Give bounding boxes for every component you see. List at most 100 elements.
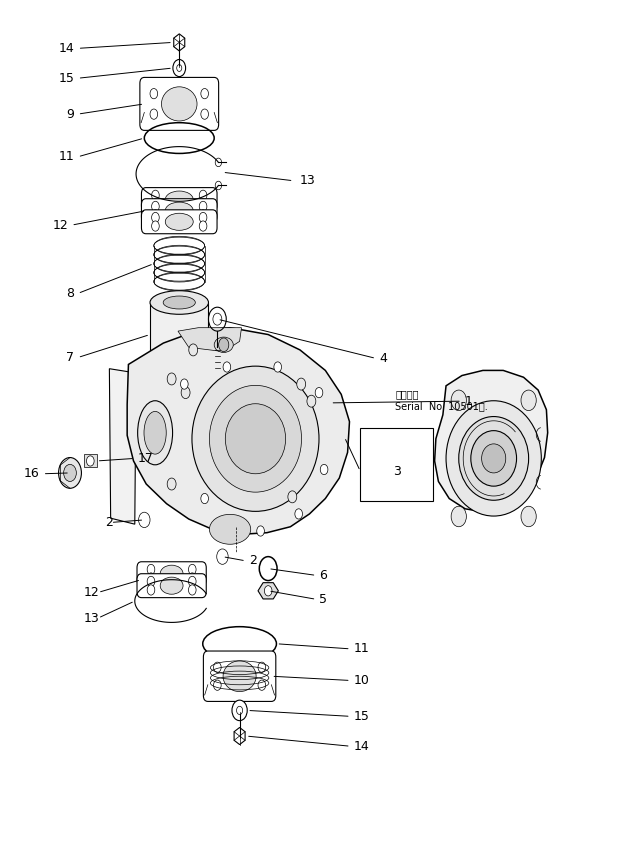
Polygon shape (174, 33, 185, 51)
Ellipse shape (150, 291, 209, 315)
Circle shape (138, 512, 150, 528)
Ellipse shape (160, 577, 183, 594)
Polygon shape (258, 583, 278, 599)
Ellipse shape (471, 430, 517, 486)
Circle shape (215, 181, 221, 189)
Text: 1: 1 (465, 395, 473, 408)
Circle shape (167, 373, 176, 385)
Circle shape (214, 680, 221, 691)
FancyBboxPatch shape (137, 573, 206, 597)
Circle shape (64, 464, 77, 482)
Circle shape (258, 680, 265, 691)
Circle shape (188, 572, 196, 583)
Circle shape (177, 64, 182, 71)
Circle shape (237, 706, 242, 715)
Circle shape (147, 572, 155, 583)
FancyBboxPatch shape (142, 210, 217, 234)
Text: 4: 4 (380, 352, 387, 365)
Ellipse shape (165, 202, 193, 219)
Ellipse shape (165, 191, 193, 208)
Text: 13: 13 (300, 174, 316, 188)
Text: 7: 7 (66, 351, 75, 364)
Circle shape (199, 190, 207, 201)
Ellipse shape (165, 213, 193, 231)
Circle shape (152, 199, 160, 209)
Circle shape (264, 585, 272, 596)
Circle shape (167, 478, 176, 490)
Circle shape (87, 456, 94, 466)
Text: 10: 10 (354, 674, 370, 687)
Ellipse shape (446, 401, 541, 516)
Text: 13: 13 (84, 612, 100, 625)
Circle shape (201, 109, 209, 119)
Ellipse shape (225, 404, 286, 474)
Ellipse shape (192, 366, 319, 512)
Polygon shape (178, 327, 242, 351)
Circle shape (307, 395, 316, 407)
Circle shape (199, 221, 207, 231)
FancyBboxPatch shape (140, 77, 219, 130)
Ellipse shape (160, 565, 183, 582)
Circle shape (189, 344, 198, 356)
Circle shape (288, 491, 297, 503)
Ellipse shape (459, 417, 529, 500)
Bar (84, 454, 97, 467)
Text: 17: 17 (138, 452, 154, 464)
Bar (360, 428, 433, 501)
Circle shape (223, 362, 231, 372)
Circle shape (150, 88, 158, 99)
Text: 14: 14 (59, 42, 75, 55)
Text: 2: 2 (249, 554, 257, 567)
Circle shape (152, 221, 160, 231)
Circle shape (199, 210, 207, 220)
Circle shape (147, 576, 155, 586)
Text: 15: 15 (59, 72, 75, 85)
Circle shape (451, 390, 466, 411)
Circle shape (214, 662, 221, 673)
Text: 2: 2 (105, 516, 112, 529)
Text: 8: 8 (66, 287, 75, 300)
Circle shape (232, 700, 247, 721)
Circle shape (152, 201, 160, 212)
Circle shape (201, 88, 209, 99)
Circle shape (201, 494, 209, 504)
Text: 9: 9 (66, 108, 75, 121)
Circle shape (147, 564, 155, 574)
Text: 14: 14 (354, 740, 369, 752)
Circle shape (59, 458, 82, 488)
Ellipse shape (214, 337, 234, 352)
Ellipse shape (223, 661, 256, 692)
Text: 12: 12 (52, 219, 68, 231)
Circle shape (150, 109, 158, 119)
Circle shape (315, 387, 323, 398)
Text: 12: 12 (84, 586, 100, 599)
Text: 適用号機
Serial  No. 10501～.: 適用号機 Serial No. 10501～. (395, 389, 488, 411)
Circle shape (181, 387, 190, 399)
Ellipse shape (161, 87, 197, 121)
FancyBboxPatch shape (142, 188, 217, 212)
Circle shape (320, 464, 328, 475)
Ellipse shape (209, 386, 302, 492)
Text: 6: 6 (319, 569, 327, 582)
FancyBboxPatch shape (204, 651, 276, 701)
Polygon shape (234, 728, 245, 745)
Ellipse shape (209, 514, 251, 544)
Ellipse shape (144, 411, 167, 454)
Text: 11: 11 (59, 150, 75, 164)
Circle shape (199, 199, 207, 209)
Ellipse shape (138, 401, 173, 464)
Circle shape (152, 190, 160, 201)
Circle shape (215, 159, 221, 166)
Circle shape (297, 378, 306, 390)
Circle shape (188, 564, 196, 574)
Polygon shape (127, 327, 350, 535)
Circle shape (188, 576, 196, 586)
Circle shape (199, 201, 207, 212)
Circle shape (258, 662, 265, 673)
Circle shape (152, 213, 160, 223)
Circle shape (199, 213, 207, 223)
Circle shape (188, 584, 196, 595)
Circle shape (295, 509, 302, 519)
Circle shape (219, 338, 229, 351)
Polygon shape (109, 369, 136, 524)
